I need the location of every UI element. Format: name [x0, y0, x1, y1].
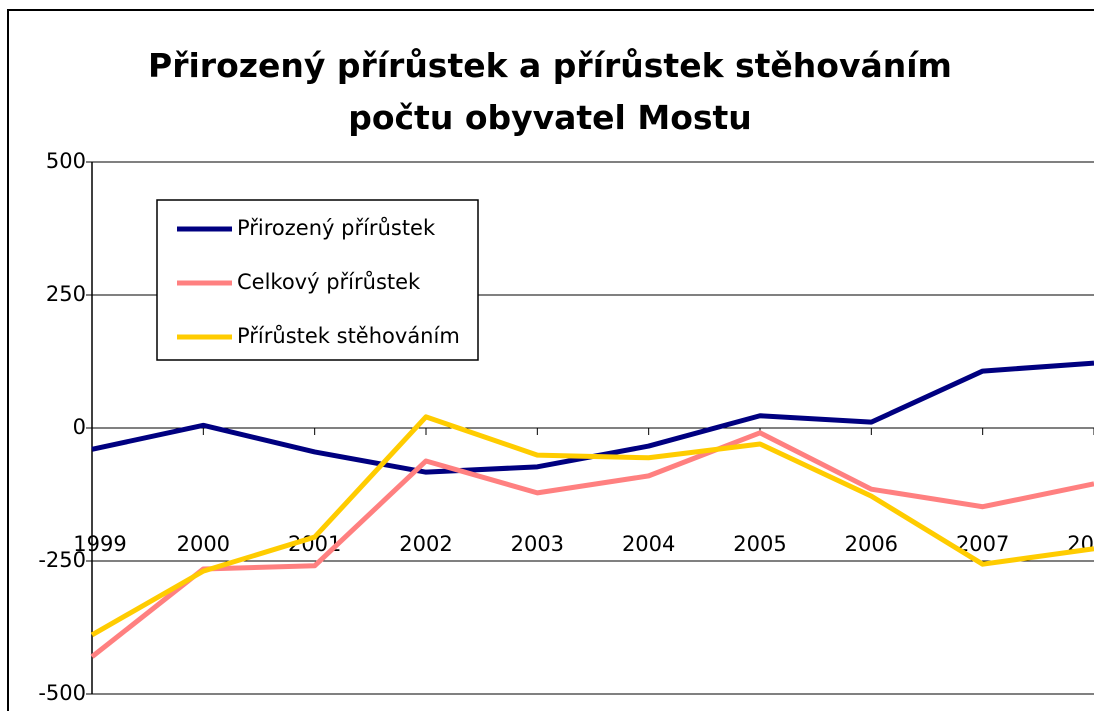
chart-frame	[7, 9, 1094, 711]
y-tick-label: 0	[73, 415, 86, 439]
x-tick-label: 2002	[399, 532, 452, 556]
y-tick-label: -500	[38, 681, 86, 705]
y-tick-label: 500	[46, 149, 86, 173]
x-tick-label: 2006	[845, 532, 898, 556]
legend-label: Přírůstek stěhováním	[237, 324, 460, 348]
x-tick-label: 2005	[733, 532, 786, 556]
y-tick-label: -250	[38, 548, 86, 572]
chart-title: Přirozený přírůstek a přírůstek stěhován…	[148, 46, 952, 137]
y-tick-label: 250	[46, 282, 86, 306]
x-tick-label: 2003	[511, 532, 564, 556]
legend-label: Celkový přírůstek	[237, 270, 421, 294]
x-tick-label: 2004	[622, 532, 675, 556]
legend: Přirozený přírůstek Celkový přírůstek Přír…	[156, 199, 479, 361]
series-line	[90, 430, 1094, 659]
legend-label: Přirozený přírůstek	[237, 216, 436, 240]
series-line	[90, 414, 1094, 638]
x-tick-label: 2000	[177, 532, 230, 556]
x-tick-label: 1999	[73, 532, 126, 556]
